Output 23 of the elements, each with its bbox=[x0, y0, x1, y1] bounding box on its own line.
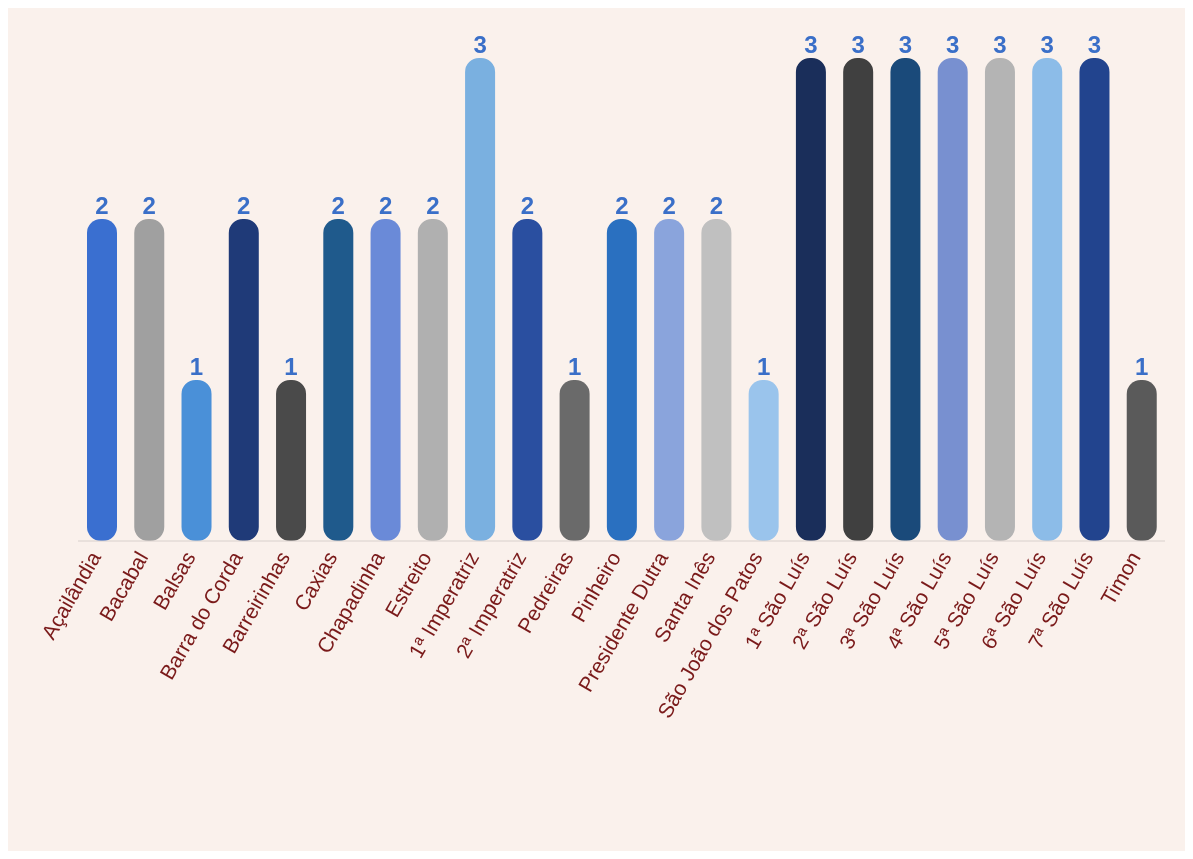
data-label: 1 bbox=[189, 353, 204, 380]
data-label: 3 bbox=[1087, 31, 1102, 58]
data-label: 2 bbox=[95, 192, 109, 219]
data-label: 3 bbox=[946, 31, 960, 58]
data-label: 3 bbox=[898, 31, 913, 58]
data-label: 3 bbox=[993, 31, 1007, 58]
data-label: 1 bbox=[284, 353, 298, 380]
data-label: 1 bbox=[756, 353, 771, 380]
data-label: 2 bbox=[426, 192, 440, 219]
data-label: 2 bbox=[331, 192, 345, 219]
data-label: 2 bbox=[615, 192, 629, 219]
data-label: 2 bbox=[237, 192, 251, 219]
data-label: 3 bbox=[851, 31, 865, 58]
data-label: 1 bbox=[567, 353, 582, 380]
data-label: 3 bbox=[1040, 31, 1054, 58]
data-label: 2 bbox=[520, 192, 535, 219]
data-label: 3 bbox=[804, 31, 818, 58]
data-label: 2 bbox=[142, 192, 156, 219]
data-label: 1 bbox=[1135, 353, 1149, 380]
data-label: 2 bbox=[378, 192, 393, 219]
data-label: 3 bbox=[473, 31, 487, 58]
data-label: 2 bbox=[709, 192, 724, 219]
data-label: 2 bbox=[662, 192, 676, 219]
